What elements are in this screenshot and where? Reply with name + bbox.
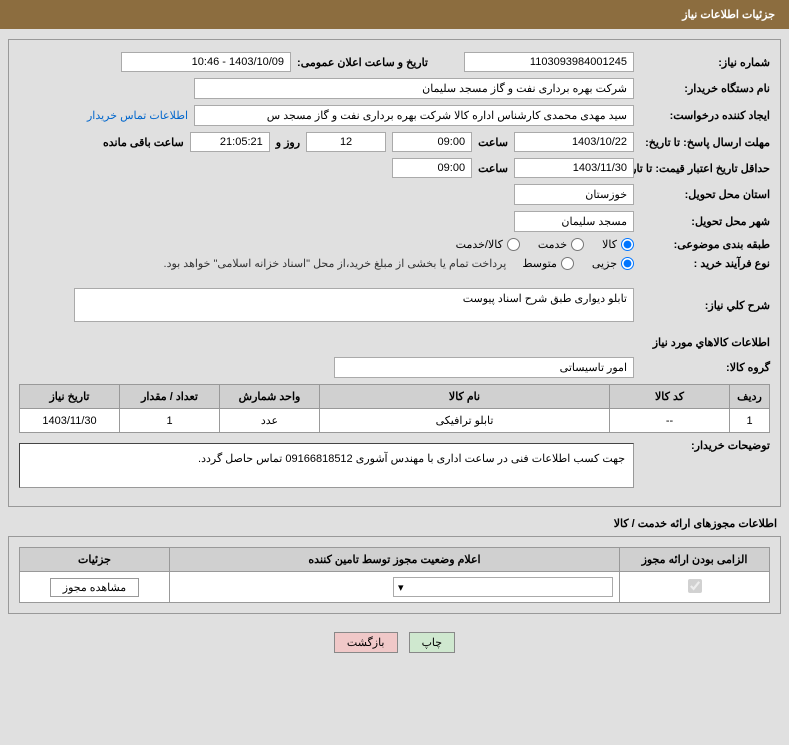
countdown-field: 21:05:21 xyxy=(190,132,270,152)
buyer-org-field: شرکت بهره برداری نفت و گاز مسجد سلیمان xyxy=(194,78,634,99)
th-status: اعلام وضعیت مجوز توسط تامین کننده xyxy=(170,548,620,572)
city-label: شهر محل تحویل: xyxy=(640,215,770,228)
announce-field: 1403/10/09 - 10:46 xyxy=(121,52,291,72)
remaining-label: ساعت باقی مانده xyxy=(103,136,184,149)
category-radio-group: کالا خدمت کالا/خدمت xyxy=(456,238,634,251)
th-code: کد کالا xyxy=(610,385,730,409)
validity-label: حداقل تاریخ اعتبار قیمت: تا تاریخ: xyxy=(640,162,770,175)
days-field: 12 xyxy=(306,132,386,152)
requester-field: سید مهدی محمدی کارشناس اداره کالا شرکت ب… xyxy=(194,105,634,126)
page-header: جزئیات اطلاعات نیاز xyxy=(0,0,789,29)
need-no-label: شماره نیاز: xyxy=(640,56,770,69)
time-label-2: ساعت xyxy=(478,162,508,175)
general-desc-field: تابلو دیواری طبق شرح اسناد پیوست xyxy=(74,288,634,322)
buyer-org-label: نام دستگاه خریدار: xyxy=(640,82,770,95)
process-radio-group: جزیی متوسط xyxy=(522,257,634,270)
radio-both[interactable]: کالا/خدمت xyxy=(456,238,520,251)
page-title: جزئیات اطلاعات نیاز xyxy=(682,9,775,21)
td-code: -- xyxy=(610,409,730,433)
buyer-notes-label: توضیحات خریدار: xyxy=(640,439,770,452)
view-permit-button[interactable]: مشاهده مجوز xyxy=(50,578,139,597)
province-label: استان محل تحویل: xyxy=(640,188,770,201)
print-button[interactable]: چاپ xyxy=(409,632,456,653)
button-row: چاپ بازگشت xyxy=(0,624,789,665)
deadline-label: مهلت ارسال پاسخ: تا تاریخ: xyxy=(640,136,770,149)
radio-service[interactable]: خدمت xyxy=(538,238,584,251)
payment-note: پرداخت تمام یا بخشی از مبلغ خرید،از محل … xyxy=(164,257,507,270)
province-field: خوزستان xyxy=(514,184,634,205)
td-need-date: 1403/11/30 xyxy=(20,409,120,433)
permit-section-title: اطلاعات مجوزهای ارائه خدمت / کالا xyxy=(0,517,777,530)
chevron-down-icon: ▾ xyxy=(398,581,404,594)
th-name: نام کالا xyxy=(320,385,610,409)
goods-info-title: اطلاعات كالاهاي مورد نياز xyxy=(19,336,770,349)
status-select[interactable]: ▾ xyxy=(393,577,613,597)
td-row: 1 xyxy=(730,409,770,433)
main-details-frame: شماره نیاز: 1103093984001245 تاریخ و ساع… xyxy=(8,39,781,507)
buyer-notes-box: جهت کسب اطلاعات فنی در ساعت اداری با مهن… xyxy=(19,443,634,488)
permit-mandatory-cell xyxy=(620,572,770,603)
city-field: مسجد سلیمان xyxy=(514,211,634,232)
deadline-date-field: 1403/10/22 xyxy=(514,132,634,152)
validity-date-field: 1403/11/30 xyxy=(514,158,634,178)
table-row: 1 -- تابلو ترافیکی عدد 1 1403/11/30 xyxy=(20,409,770,433)
mandatory-checkbox xyxy=(688,579,702,593)
td-unit: عدد xyxy=(220,409,320,433)
back-button[interactable]: بازگشت xyxy=(334,632,398,653)
announce-label: تاریخ و ساعت اعلان عمومی: xyxy=(297,56,428,69)
permit-table: الزامی بودن ارائه مجوز اعلام وضعیت مجوز … xyxy=(19,547,770,603)
goods-group-field: امور تاسیساتی xyxy=(334,357,634,378)
th-unit: واحد شمارش xyxy=(220,385,320,409)
process-label: نوع فرآیند خرید : xyxy=(640,257,770,270)
permit-status-cell: ▾ xyxy=(170,572,620,603)
radio-medium[interactable]: متوسط xyxy=(522,257,574,270)
th-need-date: تاریخ نیاز xyxy=(20,385,120,409)
radio-goods[interactable]: کالا xyxy=(602,238,634,251)
th-row: ردیف xyxy=(730,385,770,409)
permit-details-cell: مشاهده مجوز xyxy=(20,572,170,603)
goods-table: ردیف کد کالا نام کالا واحد شمارش تعداد /… xyxy=(19,384,770,433)
days-and-label: روز و xyxy=(276,136,300,149)
th-mandatory: الزامی بودن ارائه مجوز xyxy=(620,548,770,572)
permit-row: ▾ مشاهده مجوز xyxy=(20,572,770,603)
td-qty: 1 xyxy=(120,409,220,433)
category-label: طبقه بندی موضوعی: xyxy=(640,238,770,251)
radio-minor[interactable]: جزیی xyxy=(592,257,634,270)
time-label-1: ساعت xyxy=(478,136,508,149)
need-no-field: 1103093984001245 xyxy=(464,52,634,72)
permit-frame: الزامی بودن ارائه مجوز اعلام وضعیت مجوز … xyxy=(8,536,781,614)
general-desc-label: شرح کلي نياز: xyxy=(640,299,770,312)
contact-buyer-link[interactable]: اطلاعات تماس خریدار xyxy=(87,109,188,122)
td-name: تابلو ترافیکی xyxy=(320,409,610,433)
validity-time-field: 09:00 xyxy=(392,158,472,178)
th-qty: تعداد / مقدار xyxy=(120,385,220,409)
deadline-time-field: 09:00 xyxy=(392,132,472,152)
th-details: جزئیات xyxy=(20,548,170,572)
requester-label: ایجاد کننده درخواست: xyxy=(640,109,770,122)
goods-group-label: گروه کالا: xyxy=(640,361,770,374)
